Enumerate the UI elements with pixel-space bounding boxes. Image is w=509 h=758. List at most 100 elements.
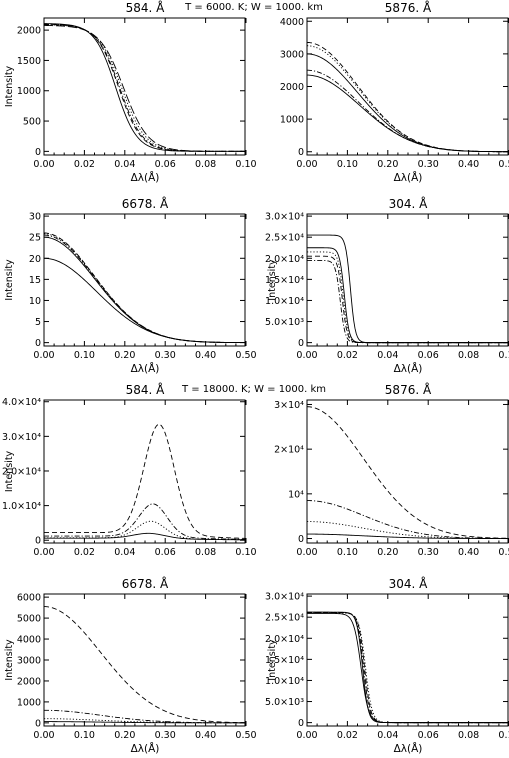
x-tick-label: 0.08 [195,547,216,558]
x-axis-label: Δλ(Å) [394,171,423,184]
series-line-dashed [44,232,246,344]
y-tick-label: 1000 [17,86,41,97]
panel-title: 584. Å [126,0,166,15]
y-tick-label: 15 [29,275,41,286]
y-tick-label: 1.0×10⁴ [265,296,304,307]
y-tick-label: 1.5×10⁴ [265,655,304,666]
x-tick-label: 0.20 [114,730,135,741]
y-tick-label: 1.0×10⁴ [2,501,41,512]
y-tick-label: 0 [298,718,304,729]
series-line-solid [307,611,509,724]
x-tick-label: 0.08 [458,350,479,361]
x-tick-label: 0.00 [296,350,317,361]
x-axis-label: Δλ(Å) [131,362,160,375]
series-line-dashdot [307,259,509,344]
plot-frame [306,399,509,544]
y-tick-label: 3.0×10⁴ [265,592,304,603]
panel-title: 5876. Å [385,382,432,397]
series-line-dashdot [307,500,509,539]
series-line-dashed [307,255,509,344]
y-tick-label: 6000 [17,593,41,604]
x-tick-label: 0.10 [498,350,509,361]
panel-0: 584. Å 0.00 0.02 0.04 0.06 0.08 0.10 0 500 1000 15… [4,0,257,184]
y-tick-label: 3.0×10⁴ [265,212,304,223]
x-tick-label: 0.04 [114,159,135,170]
y-axis-label: Intensity [4,65,15,107]
y-tick-label: 10⁴ [288,489,304,500]
y-axis-label: Intensity [267,259,278,301]
x-tick-label: 0.50 [498,547,509,558]
series-line-dashed [44,606,246,724]
series-line-dotted [307,612,509,724]
plot-frame [43,593,246,727]
series-line-solid [44,721,246,724]
x-tick-label: 0.06 [418,350,439,361]
x-tick-label: 0.00 [33,547,54,558]
group-title-bottom: T = 18000. K; W = 1000. km [181,384,326,395]
x-tick-label: 0.10 [74,730,95,741]
x-tick-label: 0.06 [418,730,439,741]
series-line-dotted [44,233,246,344]
x-tick-label: 0.40 [195,730,216,741]
y-tick-label: 2.0×10⁴ [265,634,304,645]
x-tick-label: 0.10 [235,547,256,558]
y-tick-label: 5000 [17,614,41,625]
panel-6: 6678. Å 0.00 0.10 0.20 0.30 0.40 0.50 0 1000 2000… [4,576,257,755]
x-tick-label: 0.00 [33,159,54,170]
x-tick-label: 0.02 [337,350,358,361]
x-tick-label: 0.02 [337,730,358,741]
series-line-solid [307,74,509,153]
series-line-dashed [307,406,509,539]
panel-7: 304. Å 0.00 0.02 0.04 0.06 0.08 0.10 0 5.0×10³ 1.… [265,576,509,755]
x-tick-label: 0.40 [195,350,216,361]
panel-title: 6678. Å [122,576,169,591]
x-tick-label: 0.20 [377,159,398,170]
y-tick-label: 1500 [17,56,41,67]
y-tick-label: 4000 [17,635,41,646]
y-tick-label: 2.0×10⁴ [265,254,304,265]
series-line-solid [307,53,509,153]
x-tick-label: 0.50 [235,350,256,361]
x-tick-label: 0.08 [195,159,216,170]
x-tick-label: 0.00 [296,547,317,558]
panel-title: 6678. Å [122,196,169,211]
y-tick-label: 0 [298,534,304,545]
y-tick-label: 500 [23,117,41,128]
y-tick-label: 3000 [280,49,304,60]
y-tick-label: 5.0×10³ [265,317,304,328]
x-tick-label: 0.10 [337,547,358,558]
panel-3: 304. Å 0.00 0.02 0.04 0.06 0.08 0.10 0 5.0×10³ 1.… [265,196,509,375]
x-axis-label: Δλ(Å) [394,742,423,755]
x-tick-label: 0.06 [155,547,176,558]
y-tick-label: 1000 [280,115,304,126]
x-tick-label: 0.30 [155,350,176,361]
x-tick-label: 0.20 [377,547,398,558]
x-tick-label: 0.10 [235,159,256,170]
series-line-solid [307,247,509,344]
y-tick-label: 0 [298,147,304,158]
plot-frame [43,213,246,347]
y-tick-label: 3×10⁴ [274,400,304,411]
y-tick-label: 0 [35,718,41,729]
panel-4: 584. Å 0.00 0.02 0.04 0.06 0.08 0.10 0 1.0×10⁴ 2.… [2,382,257,558]
y-tick-label: 2000 [280,82,304,93]
y-axis-label: Intensity [4,639,15,681]
y-tick-label: 4.0×10⁴ [2,397,41,408]
series-line-dashdot [44,709,246,724]
panel-title: 304. Å [389,196,429,211]
panel-5: 5876. Å 0.00 0.10 0.20 0.30 0.40 0.50 0 10⁴ 2×10⁴… [274,382,509,558]
x-tick-label: 0.10 [498,730,509,741]
y-axis-label: Intensity [4,259,15,301]
series-line-longdash [44,25,246,152]
x-tick-label: 0.00 [33,730,54,741]
x-tick-label: 0.04 [377,350,398,361]
x-axis-label: Δλ(Å) [394,362,423,375]
panel-2: 6678. Å 0.00 0.10 0.20 0.30 0.40 0.50 0 5 10 15 20 2… [4,196,257,375]
y-tick-label: 2×10⁴ [274,445,304,456]
y-tick-label: 5.0×10³ [265,697,304,708]
series-line-solid [307,612,509,724]
y-tick-label: 5 [35,317,41,328]
y-tick-label: 0 [298,338,304,349]
x-tick-label: 0.02 [74,159,95,170]
